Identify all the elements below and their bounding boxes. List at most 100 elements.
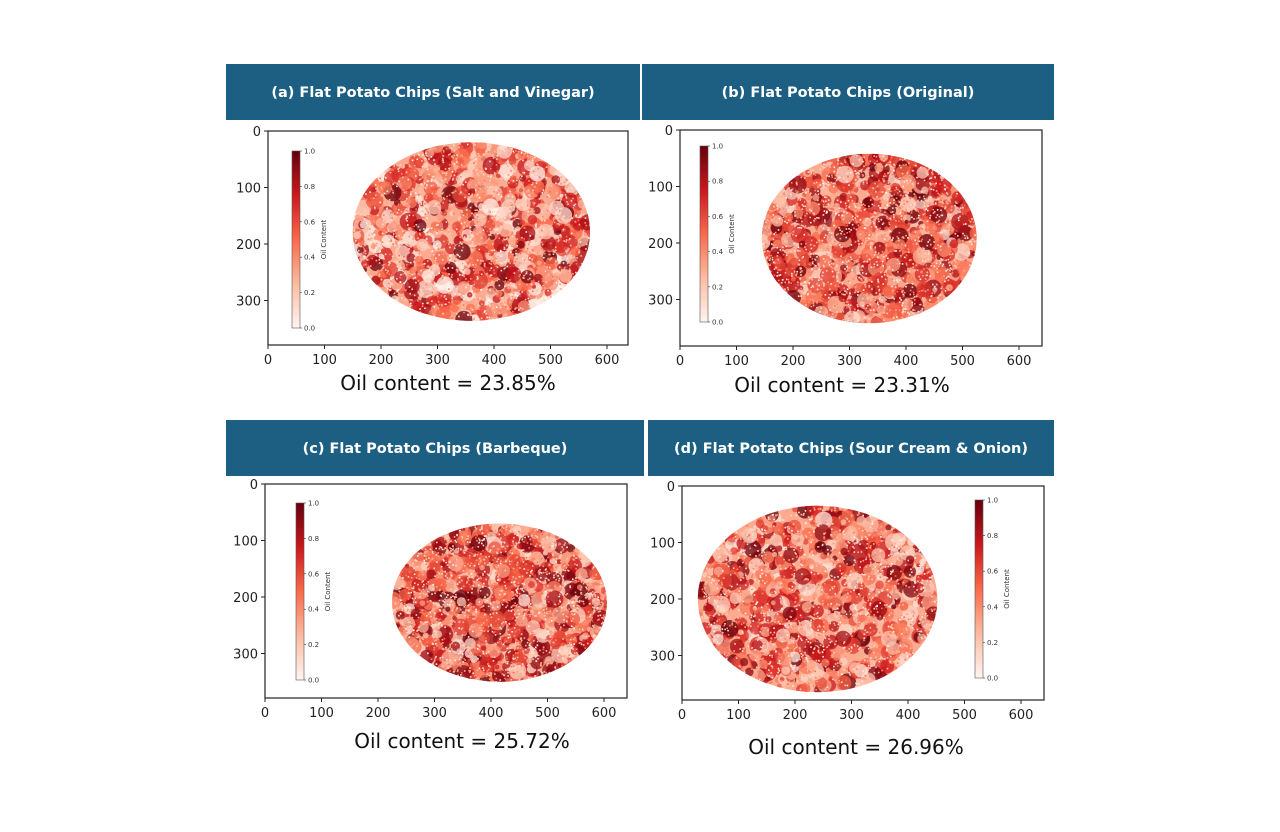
heat-pixel (900, 218, 903, 221)
heat-pixel (962, 239, 964, 242)
heat-blob (889, 232, 894, 237)
heat-pixel (879, 260, 882, 262)
heat-pixel (408, 228, 411, 231)
heat-pixel (775, 221, 778, 224)
heat-pixel (877, 172, 880, 174)
heat-pixel (899, 213, 901, 215)
heat-pixel (442, 151, 445, 153)
heat-pixel (863, 227, 866, 229)
heat-pixel (515, 249, 517, 252)
heat-pixel (860, 161, 862, 164)
heat-pixel (379, 177, 382, 180)
heat-pixel (473, 292, 476, 295)
heat-pixel (357, 245, 360, 248)
heat-pixel (950, 209, 953, 211)
heat-pixel (776, 221, 778, 224)
heat-pixel (466, 213, 469, 216)
heat-pixel (941, 285, 943, 288)
heat-pixel (487, 220, 490, 223)
heat-pixel (453, 149, 456, 152)
heat-pixel (841, 263, 844, 266)
heat-pixel (791, 223, 793, 226)
heat-pixel (901, 263, 904, 265)
heat-pixel (929, 299, 931, 302)
heat-pixel (503, 246, 506, 249)
heat-pixel (541, 192, 544, 194)
heat-pixel (382, 257, 385, 259)
heat-pixel (570, 254, 573, 257)
heat-pixel (381, 188, 384, 191)
heat-pixel (457, 294, 460, 296)
heat-pixel (938, 193, 941, 196)
heat-blob (457, 281, 471, 295)
heat-pixel (858, 276, 861, 279)
heat-pixel (896, 279, 898, 281)
heat-pixel (573, 248, 575, 251)
heat-pixel (907, 201, 909, 204)
heat-pixel (959, 215, 961, 218)
heat-blob (868, 180, 886, 199)
heat-pixel (842, 293, 845, 296)
heat-blob (540, 235, 556, 251)
heat-blob (393, 199, 401, 206)
heat-pixel (894, 292, 896, 295)
heat-pixel (573, 204, 575, 207)
heat-pixel (936, 271, 939, 274)
x-tick-label: 600 (595, 353, 620, 368)
heat-pixel (420, 201, 422, 204)
heat-pixel (864, 286, 867, 288)
heat-pixel (948, 262, 950, 264)
heat-pixel (957, 209, 960, 211)
heat-pixel (469, 178, 472, 181)
heat-pixel (486, 185, 489, 188)
heat-pixel (931, 169, 934, 172)
heat-pixel (441, 304, 444, 307)
heat-pixel (392, 235, 394, 237)
heat-pixel (508, 260, 510, 263)
heat-pixel (890, 165, 893, 168)
heat-pixel (477, 174, 480, 177)
heat-pixel (441, 290, 444, 292)
heat-pixel (821, 248, 823, 251)
heat-pixel (892, 213, 895, 216)
heat-pixel (939, 248, 942, 251)
heat-pixel (407, 224, 409, 226)
heat-pixel (498, 190, 501, 192)
heat-pixel (501, 192, 503, 195)
heat-pixel (794, 215, 796, 217)
heat-pixel (906, 282, 908, 284)
heat-pixel (538, 203, 540, 206)
heat-pixel (525, 254, 528, 257)
heat-pixel (858, 207, 861, 209)
heat-pixel (474, 209, 477, 212)
heat-pixel (925, 264, 928, 267)
heat-pixel (902, 195, 904, 197)
heat-pixel (849, 304, 852, 307)
heat-pixel (847, 260, 850, 262)
heat-pixel (519, 307, 522, 309)
heat-pixel (505, 180, 507, 182)
heat-pixel (456, 270, 459, 273)
heat-pixel (532, 170, 535, 173)
heat-pixel (456, 160, 458, 163)
heat-pixel (835, 291, 838, 294)
heat-pixel (931, 283, 934, 286)
heat-pixel (881, 206, 883, 209)
heat-blob (467, 162, 477, 171)
heat-pixel (498, 162, 501, 164)
heat-blob (802, 192, 807, 197)
heat-pixel (956, 192, 958, 195)
heat-pixel (944, 188, 946, 191)
heat-pixel (918, 240, 921, 243)
heat-pixel (915, 217, 918, 220)
heat-pixel (389, 171, 392, 174)
heat-pixel (940, 209, 942, 212)
heat-pixel (782, 201, 784, 204)
heat-pixel (955, 266, 957, 269)
heat-pixel (425, 288, 427, 290)
heat-pixel (862, 292, 864, 295)
heat-pixel (786, 192, 788, 195)
heat-pixel (870, 266, 873, 268)
colorbar-tick-label: 0.6 (712, 213, 724, 221)
heat-pixel (934, 202, 937, 205)
